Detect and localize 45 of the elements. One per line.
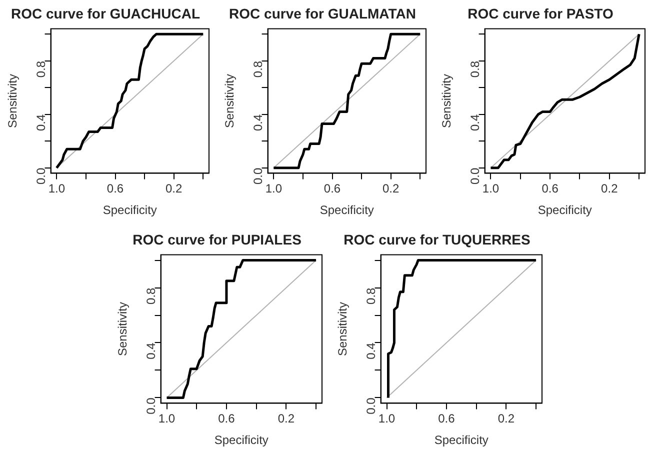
- chart-title: ROC curve for GUACHUCAL: [10, 5, 200, 22]
- x-tick-label: 1.0: [48, 182, 66, 196]
- x-tick-label: 1.0: [378, 412, 396, 426]
- y-tick-label: 0.4: [251, 114, 266, 132]
- x-axis-title: Specificity: [214, 433, 268, 448]
- x-tick-label: 1.0: [482, 182, 500, 196]
- y-axis-title: Sensitivity: [222, 74, 237, 128]
- y-tick-label: 0.8: [34, 60, 48, 78]
- chart-title: ROC curve for PASTO: [468, 5, 614, 22]
- x-axis-title: Specificity: [320, 203, 374, 218]
- x-tick-label: 1.0: [265, 182, 282, 196]
- x-tick-label: 0.2: [498, 412, 515, 426]
- y-tick-label: 0.8: [364, 287, 378, 304]
- y-tick-label: 0.0: [468, 168, 482, 185]
- x-axis-title: Specificity: [538, 203, 592, 218]
- y-axis-title: Sensitivity: [336, 302, 350, 356]
- y-tick-label: 0.4: [144, 342, 158, 360]
- x-axis-title: Specificity: [102, 203, 157, 218]
- x-tick-label: 0.2: [278, 412, 295, 426]
- y-tick-label: 0.8: [144, 287, 158, 304]
- chart-title: ROC curve for TUQUERRES: [344, 231, 530, 248]
- y-tick-label: 0.8: [251, 60, 266, 78]
- y-tick-label: 0.0: [251, 168, 266, 185]
- x-tick-label: 1.0: [158, 412, 176, 426]
- y-tick-label: 0.0: [34, 168, 48, 185]
- y-tick-label: 0.4: [364, 342, 378, 360]
- x-tick-label: 0.2: [601, 182, 618, 196]
- x-tick-label: 0.6: [106, 182, 124, 196]
- x-tick-label: 0.6: [218, 412, 236, 426]
- chart-title: ROC curve for PUPIALES: [132, 231, 302, 248]
- y-axis-title: Sensitivity: [440, 74, 454, 128]
- y-tick-label: 0.4: [468, 114, 482, 132]
- x-tick-label: 0.6: [542, 182, 559, 196]
- y-tick-label: 0.4: [34, 114, 48, 132]
- x-tick-label: 0.6: [438, 412, 456, 426]
- y-axis-title: Sensitivity: [116, 302, 130, 356]
- x-tick-label: 0.6: [324, 182, 341, 196]
- x-tick-label: 0.2: [166, 182, 183, 196]
- y-tick-label: 0.8: [468, 60, 482, 78]
- y-tick-label: 0.0: [144, 397, 158, 414]
- x-tick-label: 0.2: [382, 182, 400, 196]
- x-axis-title: Specificity: [434, 433, 488, 448]
- chart-title: ROC curve for GUALMATAN: [229, 5, 416, 22]
- y-axis-title: Sensitivity: [6, 74, 20, 128]
- y-tick-label: 0.0: [364, 397, 378, 414]
